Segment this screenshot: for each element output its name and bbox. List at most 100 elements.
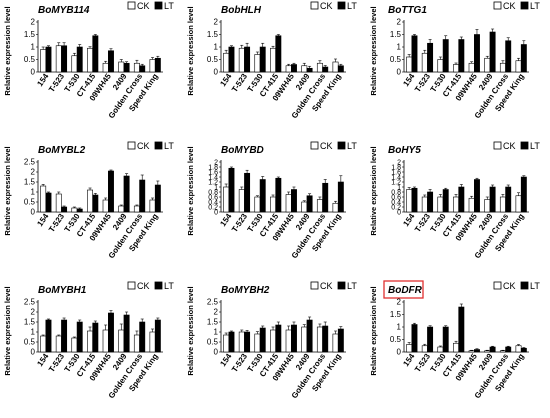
chart-title: BobHLH bbox=[221, 5, 262, 16]
bar-lt bbox=[154, 319, 161, 353]
y-tick-label: 0.5 bbox=[24, 198, 36, 207]
bar-lt bbox=[291, 189, 297, 213]
bar-ck bbox=[468, 197, 475, 213]
bar-ck bbox=[499, 62, 506, 73]
y-tick-label: 2 bbox=[397, 18, 402, 27]
bar-lt bbox=[139, 321, 146, 353]
bar-lt bbox=[306, 195, 313, 213]
y-tick-label: 1.8 bbox=[391, 165, 401, 172]
bar-ck bbox=[223, 334, 230, 353]
bar-ck bbox=[238, 189, 245, 213]
bar-ck bbox=[254, 196, 261, 213]
y-tick-label: 0.2 bbox=[208, 205, 218, 212]
bar-ck bbox=[499, 196, 506, 213]
chart-panel: BoTTG1 CK LT Relative expression level 0 0.5 1… bbox=[369, 1, 540, 120]
legend-swatch-lt bbox=[154, 141, 163, 150]
y-tick-label: 1.6 bbox=[391, 170, 401, 177]
y-tick-label: 1.5 bbox=[24, 30, 36, 39]
y-axis-label: Relative expression level bbox=[3, 6, 12, 95]
bar-ck bbox=[316, 199, 323, 213]
chart-panel: BoDFR CK LT Relative expression level 0 0.5 1 1… bbox=[369, 280, 540, 400]
bar-lt bbox=[411, 324, 418, 353]
bar-lt bbox=[244, 331, 251, 353]
bar-ck bbox=[102, 199, 109, 213]
y-tick-label: 1.2 bbox=[208, 180, 218, 187]
y-tick-label: 2.5 bbox=[207, 298, 219, 307]
legend-swatch-ck bbox=[493, 1, 502, 10]
bar-lt bbox=[123, 175, 130, 213]
bar-lt bbox=[275, 324, 282, 353]
bar-lt bbox=[442, 326, 449, 353]
bar-lt bbox=[306, 319, 313, 353]
y-tick-label: 2 bbox=[31, 308, 36, 317]
bar-lt bbox=[154, 57, 161, 73]
bar-lt bbox=[45, 46, 52, 73]
bar-ck bbox=[102, 62, 109, 73]
y-axis-label: Relative expression level bbox=[369, 6, 378, 95]
bar-ck bbox=[254, 54, 261, 73]
y-tick-label: 1 bbox=[31, 188, 36, 197]
bar-ck bbox=[285, 65, 292, 73]
bar-lt bbox=[275, 177, 282, 213]
legend-swatch-lt bbox=[154, 1, 163, 10]
bar-lt bbox=[520, 44, 527, 73]
chart-title: BoMYBH1 bbox=[38, 285, 87, 296]
y-tick-label: 0 bbox=[397, 348, 402, 357]
y-tick-label: 1.4 bbox=[391, 175, 401, 182]
bar-lt bbox=[322, 182, 329, 213]
bar-lt bbox=[259, 327, 266, 353]
y-tick-label: 0.5 bbox=[390, 335, 402, 344]
bar-ck bbox=[332, 202, 339, 213]
y-axis-label: Relative expression level bbox=[186, 6, 195, 95]
chart-panel: BoMYB114 CK LT Relative expression level 0 0.… bbox=[3, 1, 174, 120]
bar-lt bbox=[61, 319, 68, 353]
y-tick-label: 1 bbox=[397, 323, 402, 332]
y-tick-label: 0 bbox=[31, 348, 36, 357]
bar-ck bbox=[133, 62, 140, 73]
bar-ck bbox=[149, 199, 156, 213]
bar-lt bbox=[228, 46, 235, 73]
y-tick-label: 2 bbox=[214, 18, 219, 27]
bar-lt bbox=[442, 189, 449, 213]
bar-ck bbox=[515, 195, 522, 213]
bar-ck bbox=[270, 196, 276, 213]
legend-label-ck: CK bbox=[137, 1, 150, 11]
y-tick-label: 0.2 bbox=[391, 205, 401, 212]
bar-ck bbox=[453, 196, 459, 213]
y-tick-label: 1.6 bbox=[208, 170, 218, 177]
bar-lt bbox=[427, 191, 434, 213]
bar-lt bbox=[259, 46, 266, 73]
bar-ck bbox=[301, 65, 308, 73]
bar-ck bbox=[484, 199, 491, 213]
bar-ck bbox=[254, 333, 261, 353]
bar-ck bbox=[71, 337, 78, 353]
legend-label-ck: CK bbox=[503, 281, 516, 291]
bar-ck bbox=[515, 60, 522, 73]
y-tick-label: 0.8 bbox=[391, 190, 401, 197]
bar-ck bbox=[437, 59, 444, 73]
y-tick-label: 1.4 bbox=[208, 175, 218, 182]
chart-title: BoMYBH2 bbox=[221, 285, 270, 296]
legend-label-ck: CK bbox=[503, 1, 516, 11]
chart-title: BoDFR bbox=[388, 285, 423, 296]
bar-lt bbox=[474, 179, 480, 213]
chart-panel: BoMYBH1 CK LT Relative expression level 00.5… bbox=[3, 281, 174, 400]
chart-panel: BobHLH CK LT Relative expression level 0 0.5 1… bbox=[186, 1, 357, 120]
y-tick-label: 2.5 bbox=[24, 158, 36, 167]
bar-ck bbox=[437, 196, 444, 213]
bar-lt bbox=[474, 34, 480, 73]
bar-ck bbox=[118, 205, 125, 213]
bar-lt bbox=[61, 206, 68, 213]
bar-lt bbox=[244, 172, 251, 213]
y-tick-label: 0 bbox=[214, 348, 219, 357]
legend-label-lt: LT bbox=[164, 141, 174, 151]
legend-label-lt: LT bbox=[164, 1, 174, 11]
legend-swatch-ck bbox=[493, 281, 502, 290]
y-axis-label: Relative expression level bbox=[186, 286, 195, 375]
y-tick-label: 1.5 bbox=[24, 178, 36, 187]
legend-swatch-lt bbox=[337, 141, 346, 150]
chart-title: BoMYBL2 bbox=[38, 145, 86, 156]
y-tick-label: 1 bbox=[214, 328, 219, 337]
legend-swatch-lt bbox=[154, 281, 163, 290]
